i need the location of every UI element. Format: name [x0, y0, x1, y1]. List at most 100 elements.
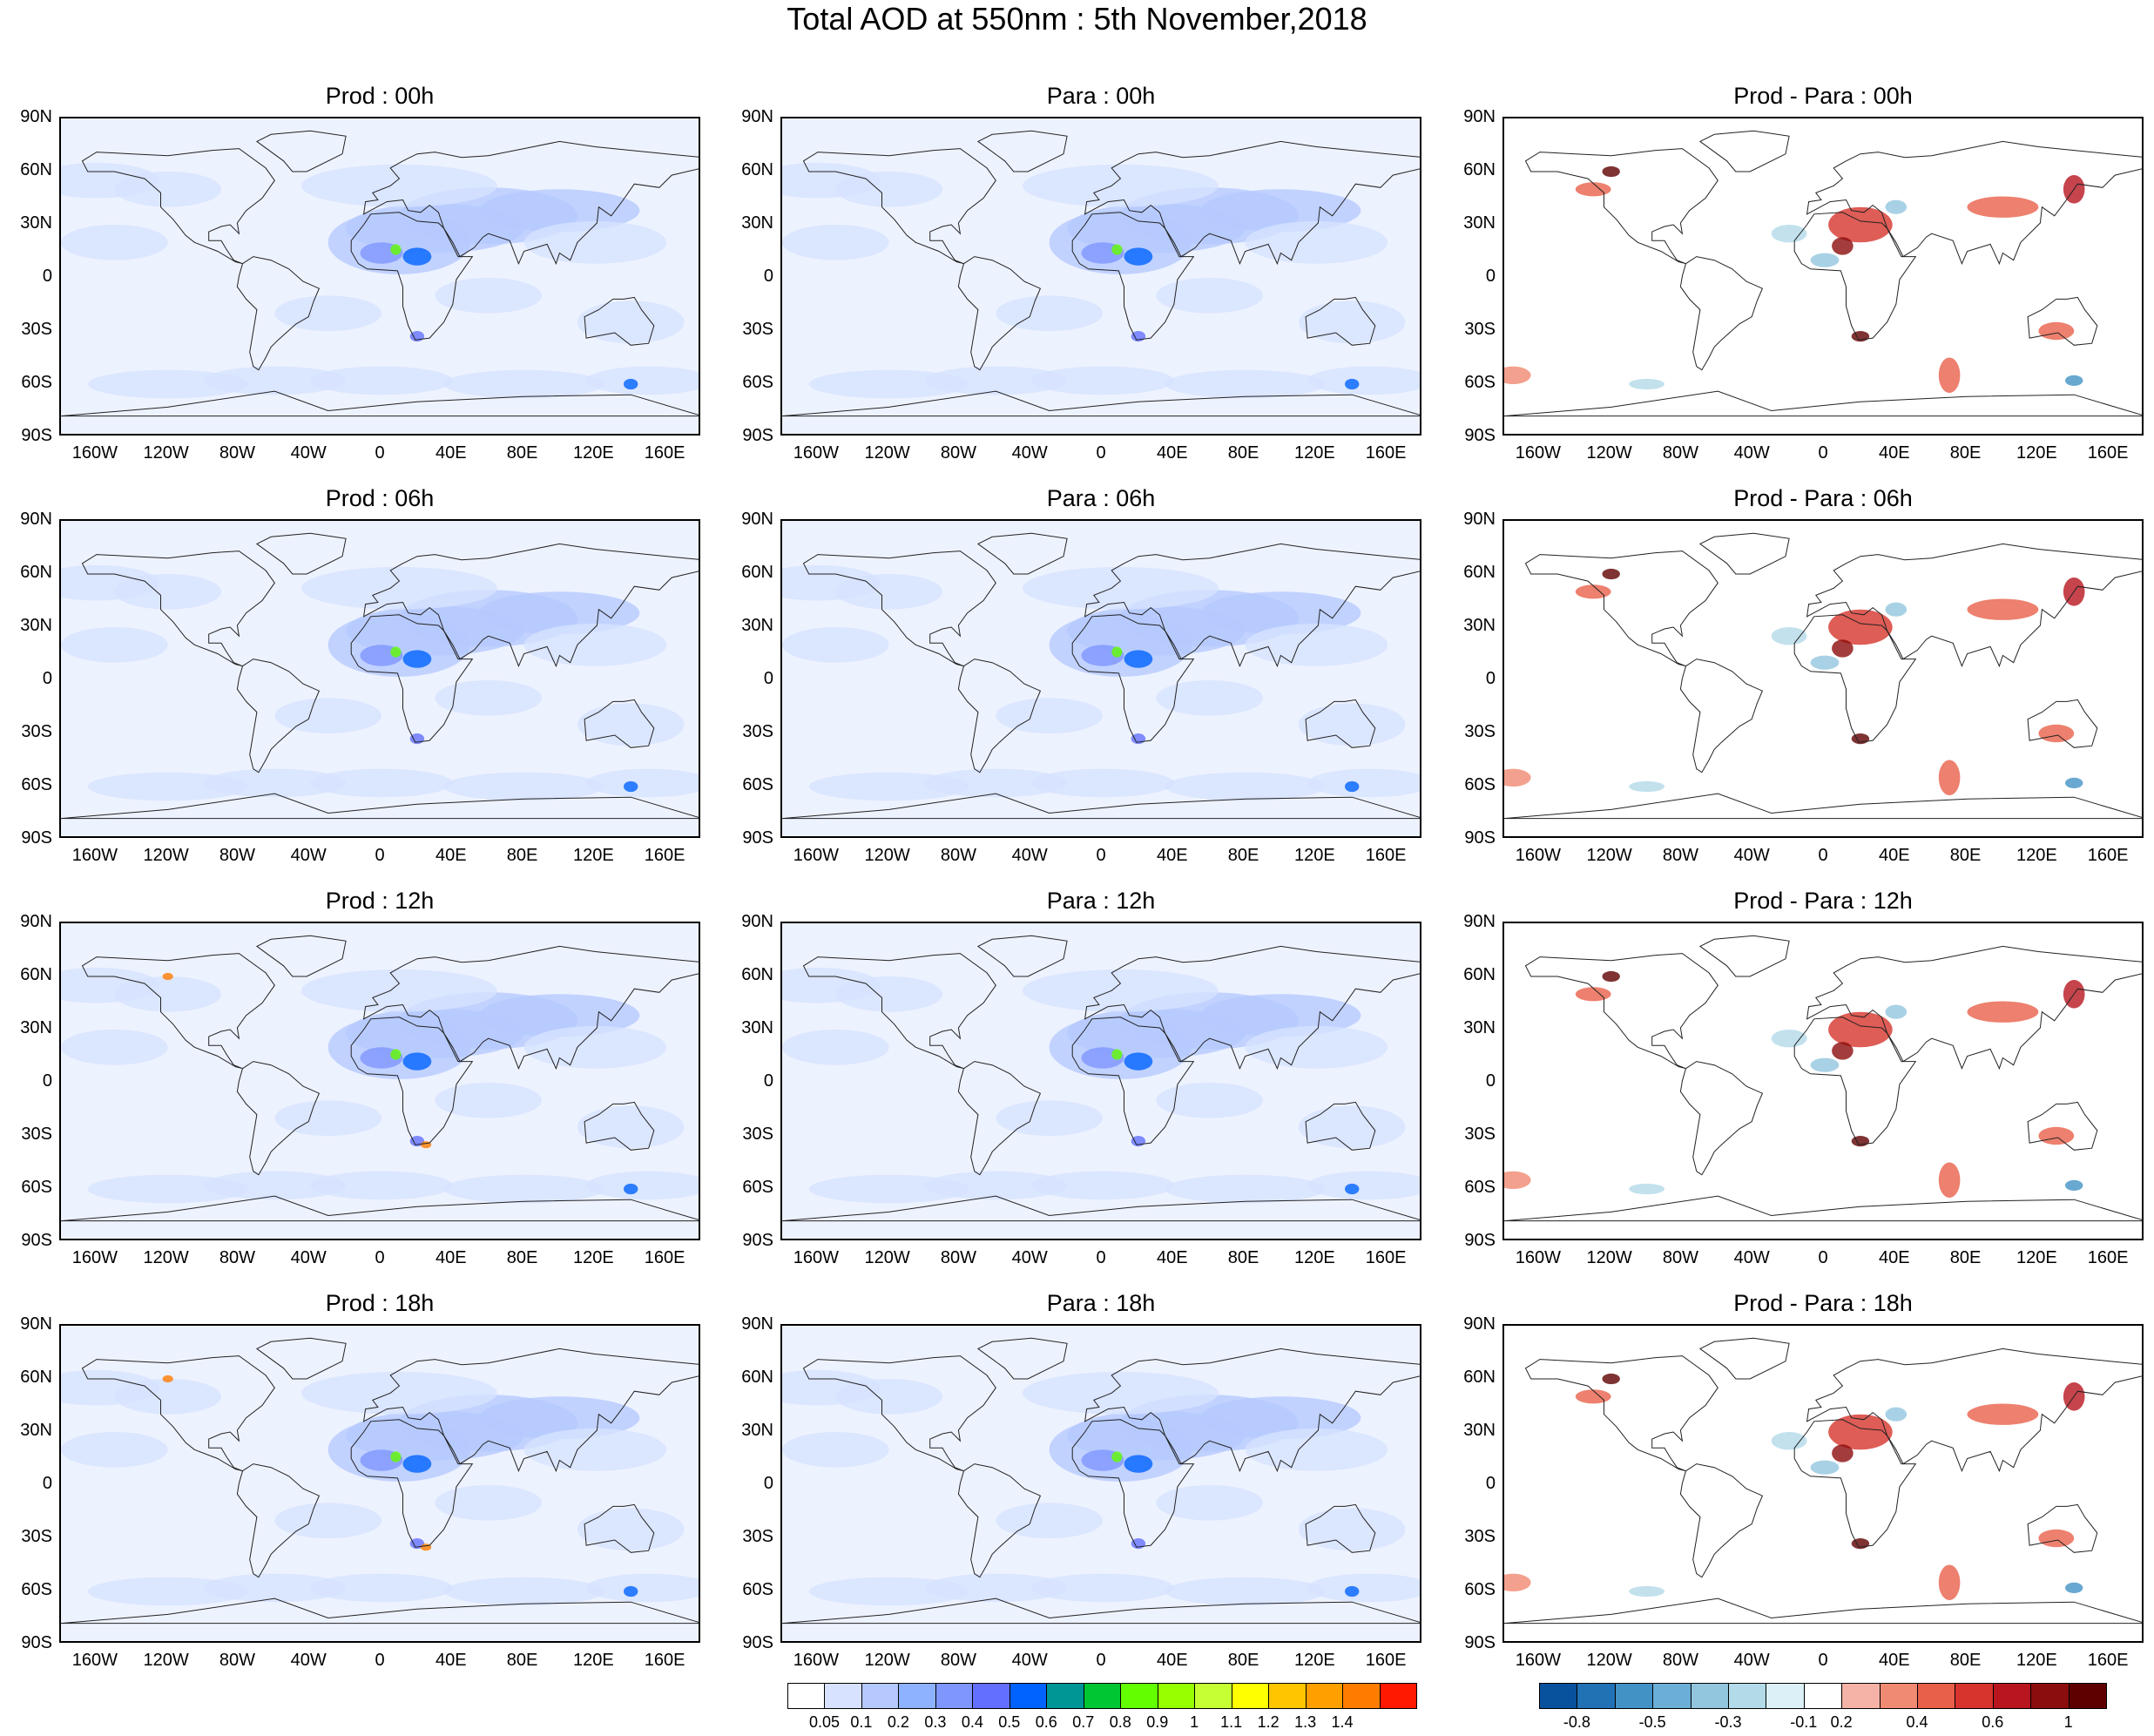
aod-contour-blob [301, 164, 497, 207]
aod-contour-blob [390, 1049, 402, 1060]
coastline [802, 1355, 996, 1472]
lon-tick-label: 160E [644, 443, 685, 463]
aod-contour-blob [274, 295, 382, 331]
coastline [350, 212, 474, 341]
aod-colorbar-label: 0.05 [808, 1713, 840, 1731]
lon-tick-label: 160W [1515, 1248, 1561, 1267]
aod-contour-blob [479, 994, 640, 1037]
coastline [976, 130, 1068, 172]
aod-contour-blob [390, 646, 402, 658]
coastline [350, 614, 474, 743]
coastline [61, 1598, 699, 1625]
panel-title: Prod : 00h [325, 83, 435, 109]
difference-contour-blob [2038, 1126, 2075, 1145]
aod-contour-blob [924, 366, 1068, 395]
difference-contour-blob [1810, 253, 1840, 267]
panel-title: Prod - Para : 06h [1733, 485, 1913, 511]
aod-contour-blob [435, 680, 542, 716]
lat-tick-label: 60N [20, 563, 52, 582]
difference-contour-blob [1810, 655, 1840, 670]
lat-tick-label: 90S [21, 828, 52, 848]
lon-tick-label: 120W [1586, 846, 1632, 865]
lon-tick-label: 40E [435, 1651, 467, 1670]
difference-contour-blob [1832, 1042, 1854, 1060]
lon-tick-label: 120E [1293, 443, 1335, 463]
aod-contour-blob [443, 1577, 604, 1606]
coastline [976, 935, 1068, 977]
lat-tick-label: 60S [1464, 775, 1496, 794]
difference-contour-blob [1575, 1389, 1611, 1404]
difference-contour-blob [2065, 777, 2083, 788]
coastline [1806, 543, 2142, 668]
lat-tick-label: 60S [1464, 1580, 1496, 1599]
lon-tick-label: 120W [143, 846, 189, 865]
aod-contour-blob [924, 1573, 1068, 1603]
coastline [81, 148, 275, 265]
lat-tick-label: 90N [741, 912, 773, 931]
lon-tick-label: 160W [71, 846, 118, 865]
coastline [1524, 1355, 1718, 1472]
diff-colorbar-swatch [2030, 1683, 2070, 1709]
diff-colorbar-swatch [1652, 1683, 1691, 1709]
difference-contour-blob [1828, 206, 1893, 243]
lat-tick-label: 0 [42, 669, 52, 688]
aod-contour-blob [114, 574, 221, 610]
lat-tick-label: 60N [20, 160, 52, 179]
difference-contour-blob [1967, 1403, 2039, 1425]
lon-tick-label: 160E [1365, 846, 1407, 865]
difference-contour-blob [1938, 760, 1961, 796]
lat-tick-label: 90N [1463, 510, 1496, 529]
difference-contour-blob [1771, 1030, 1807, 1048]
lon-tick-label: 120E [572, 846, 614, 865]
aod-contour-blob [996, 1503, 1103, 1538]
lat-tick-label: 30S [21, 1527, 52, 1546]
aod-contour-blob [1156, 680, 1263, 716]
coastline [2027, 296, 2098, 346]
difference-contour-blob [1885, 1407, 1908, 1422]
aod-colorbar-swatch [898, 1683, 936, 1709]
lon-tick-label: 120E [1293, 1248, 1335, 1267]
lat-tick-label: 60S [742, 1580, 773, 1599]
map-panel [1502, 922, 2144, 1240]
aod-contour-blob [1124, 247, 1153, 266]
coastline [1084, 945, 1420, 1071]
map-panel [59, 117, 700, 436]
lat-tick-label: 60S [21, 373, 52, 392]
aod-contour-blob [624, 780, 638, 793]
aod-contour-blob [1245, 1428, 1388, 1471]
main-title: Total AOD at 550nm : 5th November,2018 [787, 1, 1367, 37]
lat-tick-label: 90N [20, 107, 52, 126]
aod-contour-blob [1165, 1577, 1326, 1606]
coastline [1524, 953, 1718, 1070]
lon-tick-label: 40W [1011, 1651, 1048, 1670]
lon-tick-label: 80E [1949, 846, 1982, 865]
lat-tick-label: 90N [1463, 912, 1496, 931]
aod-contour-blob [577, 301, 685, 344]
aod-colorbar-swatch [972, 1683, 1010, 1709]
lon-tick-label: 40E [1878, 443, 1910, 463]
coastline [976, 532, 1068, 575]
coastline [1504, 1195, 2142, 1222]
coastline [1793, 212, 1917, 341]
aod-contour-blob [114, 1379, 221, 1415]
difference-contour-blob [2038, 321, 2075, 341]
coastline [1793, 614, 1917, 743]
coastline [1084, 1348, 1420, 1473]
lon-tick-label: 40E [435, 443, 467, 463]
difference-contour-blob [1771, 225, 1807, 243]
aod-contour-blob [402, 1455, 432, 1473]
map-field [61, 923, 699, 1239]
aod-contour-blob [1298, 1105, 1406, 1149]
coastline [584, 1101, 655, 1151]
aod-contour-blob [1245, 1025, 1388, 1069]
aod-contour-blob [1298, 703, 1406, 746]
coastline [957, 1463, 1042, 1578]
aod-contour-blob [1023, 1371, 1219, 1415]
lon-tick-label: 40W [1011, 443, 1048, 463]
coastline [2027, 1101, 2098, 1151]
aod-contour-blob [1031, 1573, 1174, 1603]
lon-tick-label: 0 [1818, 846, 1828, 865]
aod-colorbar-swatch [1120, 1683, 1158, 1709]
lat-tick-label: 0 [763, 267, 773, 286]
lat-tick-label: 30N [741, 616, 773, 635]
